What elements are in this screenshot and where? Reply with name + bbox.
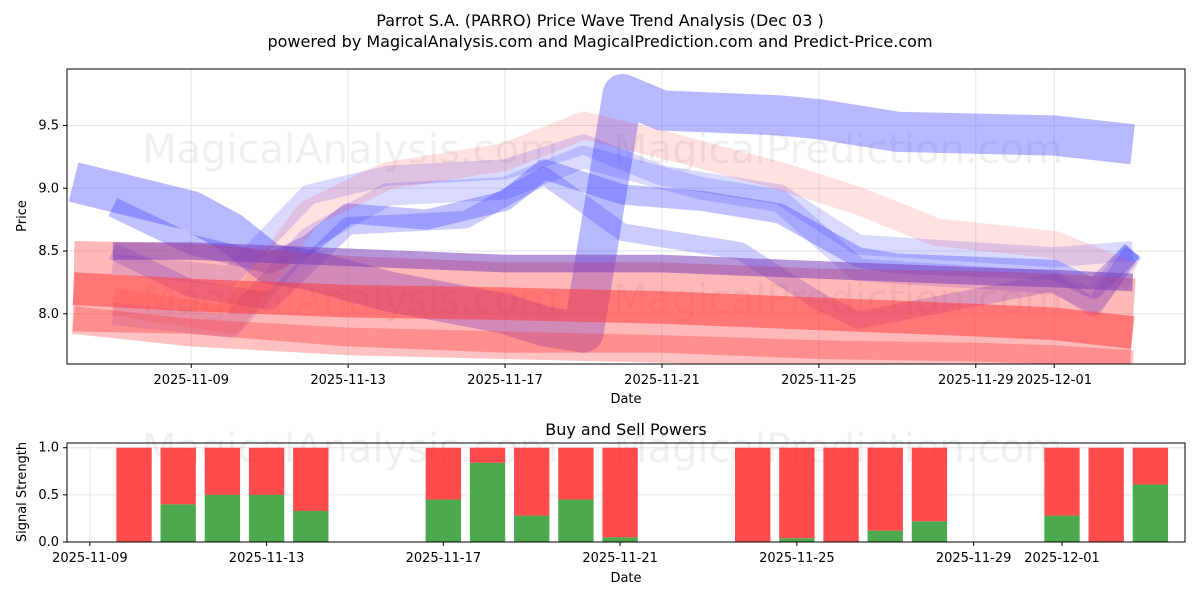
price-x-tick-label: 2025-11-21: [624, 373, 700, 388]
buy-bar: [1044, 515, 1080, 542]
buy-bar: [248, 494, 285, 542]
price-series-pink-wave-1: [110, 111, 1138, 334]
buy-bar: [867, 530, 903, 542]
sell-bar: [1132, 447, 1169, 485]
sell-bar: [779, 447, 815, 539]
power-y-tick-label: 1.0: [38, 441, 59, 456]
power-y-tick-label: 0.0: [38, 535, 59, 550]
sell-bar: [293, 447, 329, 511]
price-series-red-band-3: [72, 306, 1134, 364]
buy-bar: [558, 499, 594, 542]
power-x-axis-label: Date: [610, 571, 641, 586]
buy-bar: [469, 462, 506, 542]
power-bars: [116, 447, 1169, 542]
power-y-axis-label: Signal Strength: [15, 442, 30, 542]
sell-bar: [911, 447, 948, 522]
price-chart: MagicalAnalysis.com MagicalPrediction.co…: [15, 68, 1186, 407]
price-x-tick-label: 2025-11-09: [153, 373, 229, 388]
watermark-prediction-top: MagicalPrediction.com: [613, 127, 1063, 173]
chart-title-line2: powered by MagicalAnalysis.com and Magic…: [267, 32, 932, 51]
price-y-tick-label: 9.5: [38, 118, 59, 133]
price-x-tick-label: 2025-11-13: [310, 373, 386, 388]
price-y-tick-label: 8.0: [38, 307, 59, 322]
price-series: [68, 73, 1142, 364]
buy-bar: [911, 521, 948, 542]
buy-bar: [160, 504, 196, 542]
power-x-ticks: 2025-11-09 2025-11-13 2025-11-17 2025-11-21…: [52, 542, 1100, 566]
power-x-tick-label: 2025-11-09: [52, 551, 128, 566]
buy-bar: [1132, 484, 1169, 542]
watermark-analysis-top: MagicalAnalysis.com: [142, 127, 558, 173]
sell-bar: [514, 447, 550, 516]
buy-bar: [779, 538, 815, 542]
sell-bar: [602, 447, 638, 538]
price-x-tick-label: 2025-11-17: [467, 373, 543, 388]
sell-bar: [116, 447, 152, 542]
buy-bar: [602, 537, 638, 542]
price-y-ticks: 8.0 8.5 9.0 9.5: [38, 118, 67, 322]
power-chart: Buy and Sell Powers MagicalAnalysis.com …: [15, 420, 1186, 586]
buy-bar: [293, 510, 329, 542]
sell-bar: [1088, 447, 1124, 542]
price-y-tick-label: 8.5: [38, 244, 59, 259]
sell-bar: [204, 447, 241, 495]
power-chart-title: Buy and Sell Powers: [545, 420, 707, 439]
chart-title-line1: Parrot S.A. (PARRO) Price Wave Trend Ana…: [376, 11, 823, 30]
power-y-tick-label: 0.5: [38, 488, 59, 503]
power-x-tick-label: 2025-11-17: [406, 551, 482, 566]
power-x-tick-label: 2025-11-29: [936, 551, 1012, 566]
sell-bar: [469, 447, 506, 463]
price-x-axis-label: Date: [610, 392, 641, 407]
sell-bar: [867, 447, 903, 531]
price-x-tick-label: 2025-11-25: [781, 373, 857, 388]
sell-bar: [823, 447, 859, 542]
sell-bar: [160, 447, 196, 505]
price-series-blue-wave-5: [111, 134, 1134, 287]
sell-bar: [735, 447, 771, 542]
power-y-ticks: 0.0 0.5 1.0: [38, 441, 67, 550]
buy-bar: [204, 494, 241, 542]
buy-bar: [425, 499, 462, 542]
price-x-tick-label: 2025-12-01: [1016, 373, 1092, 388]
price-series-purple-band: [112, 242, 1134, 292]
price-y-axis-label: Price: [15, 200, 30, 232]
power-plot-frame: [66, 442, 1186, 543]
power-x-tick-label: 2025-11-13: [229, 551, 305, 566]
sell-bar: [425, 447, 462, 500]
price-y-tick-label: 9.0: [38, 181, 59, 196]
power-x-tick-label: 2025-11-21: [582, 551, 658, 566]
power-x-tick-label: 2025-12-01: [1024, 551, 1100, 566]
sell-bar: [248, 447, 285, 495]
sell-bar: [558, 447, 594, 500]
buy-bar: [514, 515, 550, 542]
power-x-tick-label: 2025-11-25: [759, 551, 835, 566]
price-x-tick-label: 2025-11-29: [938, 373, 1014, 388]
sell-bar: [1044, 447, 1080, 516]
price-series-red-band-2: [72, 272, 1135, 349]
price-plot-frame: [66, 68, 1186, 365]
price-x-ticks: 2025-11-09 2025-11-13 2025-11-17 2025-11-21…: [153, 364, 1092, 388]
